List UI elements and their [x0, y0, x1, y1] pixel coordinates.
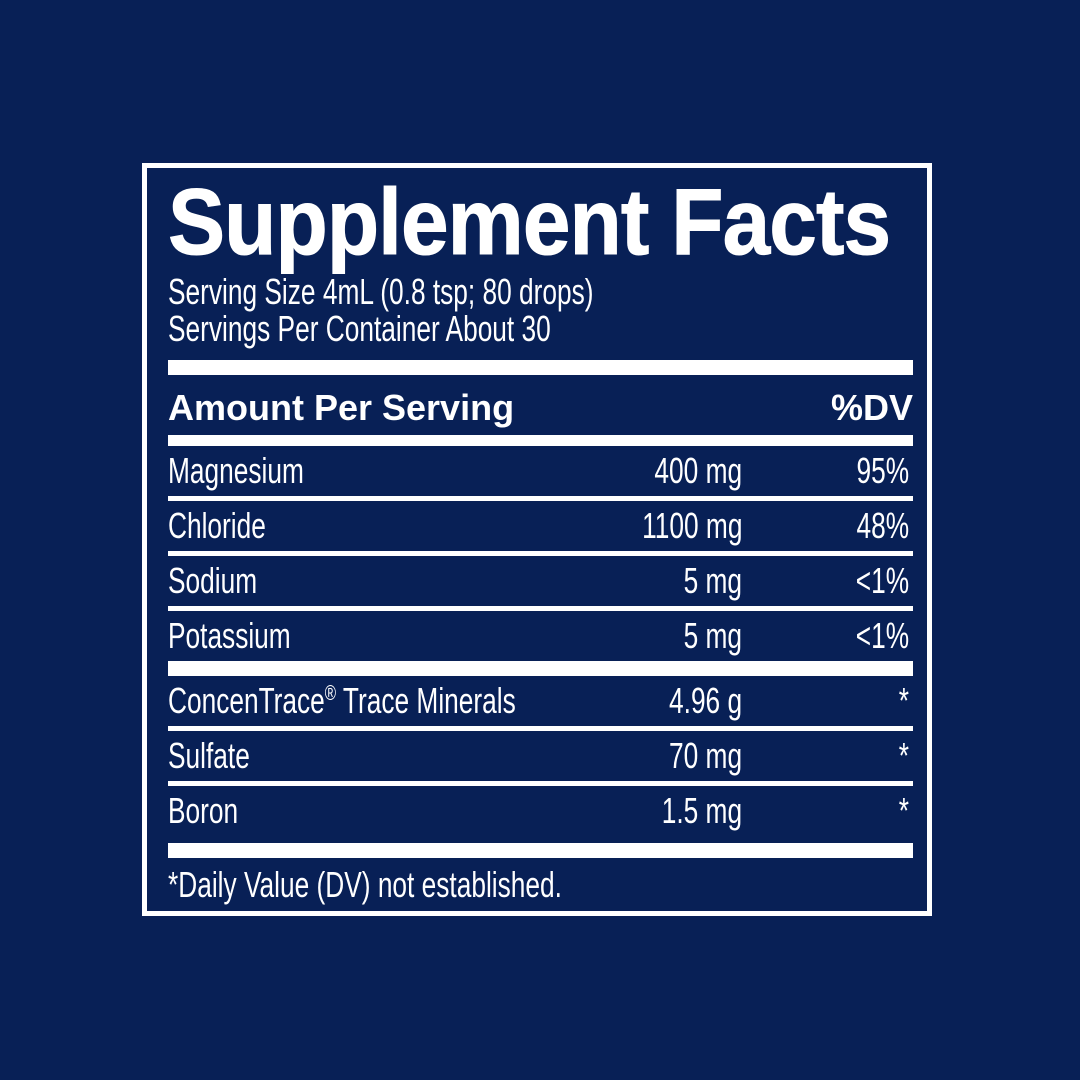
nutrient-amount: 5 mg [683, 615, 742, 656]
nutrient-dv-cell: 48% [837, 501, 909, 551]
daily-value-footnote-text: *Daily Value (DV) not established. [168, 864, 562, 905]
nutrient-name: Chloride [168, 505, 266, 546]
row-sulfate: Sulfate 70 mg * [168, 731, 913, 786]
nutrient-amount-cell: 5 mg [662, 611, 742, 661]
nutrient-dv-cell: 95% [837, 446, 909, 496]
page-title-text: Supplement Facts [168, 169, 892, 274]
daily-value-footnote: *Daily Value (DV) not established. [168, 865, 913, 905]
nutrient-section-main: Magnesium 400 mg 95% Chloride 1100 mg 48… [168, 446, 913, 661]
row-chloride: Chloride 1100 mg 48% [168, 501, 913, 556]
separator-bar-bottom [168, 843, 913, 858]
table-header: Amount Per Serving %DV [168, 387, 913, 428]
serving-size-line: Serving Size 4mL (0.8 tsp; 80 drops) [168, 273, 913, 310]
separator-bar-top [168, 360, 913, 375]
nutrient-name-cell: Potassium [168, 611, 336, 661]
nutrient-name: Boron [168, 790, 239, 831]
nutrient-amount: 5 mg [683, 560, 742, 601]
servings-per-container-text: Servings Per Container About 30 [168, 308, 551, 349]
nutrient-name: Sulfate [168, 735, 250, 776]
nutrient-dv-cell: <1% [836, 611, 909, 661]
nutrient-amount-cell: 5 mg [662, 556, 742, 606]
nutrient-name-cell: Magnesium [168, 446, 354, 496]
separator-bar-header [168, 435, 913, 446]
nutrient-dv-cell: * [895, 676, 909, 726]
nutrient-dv: <1% [855, 560, 909, 601]
servings-per-container-line: Servings Per Container About 30 [168, 310, 913, 347]
panel-content: Supplement Facts Serving Size 4mL (0.8 t… [168, 169, 913, 905]
row-concentrace: ConcenTrace® Trace Minerals 4.96 g * [168, 676, 913, 731]
nutrient-name-cell: Chloride [168, 501, 302, 551]
nutrient-amount-cell: 70 mg [642, 731, 742, 781]
amount-per-serving-header: Amount Per Serving [168, 387, 515, 428]
nutrient-name-cell: ConcenTrace® Trace Minerals [168, 676, 644, 726]
nutrient-amount: 1.5 mg [661, 790, 742, 831]
nutrient-amount-cell: 1.5 mg [632, 786, 742, 836]
nutrient-dv-cell: * [895, 731, 909, 781]
nutrient-dv: <1% [855, 615, 909, 656]
nutrient-amount-cell: 4.96 g [642, 676, 742, 726]
nutrient-amount: 70 mg [668, 735, 742, 776]
nutrient-amount-cell: 1100 mg [605, 501, 742, 551]
nutrient-dv: * [898, 790, 909, 831]
row-sodium: Sodium 5 mg <1% [168, 556, 913, 611]
nutrient-name: Magnesium [168, 450, 304, 491]
nutrient-section-trace: ConcenTrace® Trace Minerals 4.96 g * Sul… [168, 676, 913, 836]
nutrient-name-cell: Sulfate [168, 731, 280, 781]
nutrient-name-cell: Sodium [168, 556, 290, 606]
nutrient-dv-cell: <1% [836, 556, 909, 606]
nutrient-dv: 95% [856, 450, 909, 491]
nutrient-amount: 400 mg [654, 450, 742, 491]
row-magnesium: Magnesium 400 mg 95% [168, 446, 913, 501]
separator-bar-middle [168, 661, 913, 676]
serving-size-text: Serving Size 4mL (0.8 tsp; 80 drops) [168, 271, 594, 312]
nutrient-amount: 4.96 g [668, 680, 742, 721]
row-potassium: Potassium 5 mg <1% [168, 611, 913, 661]
nutrient-name: Potassium [168, 615, 291, 656]
dv-header: %DV [830, 387, 913, 428]
nutrient-dv: * [898, 735, 909, 776]
nutrient-dv: 48% [856, 505, 909, 546]
registered-trademark-icon: ® [324, 682, 337, 705]
nutrient-name: Sodium [168, 560, 258, 601]
serving-info: Serving Size 4mL (0.8 tsp; 80 drops) Ser… [168, 273, 913, 347]
nutrient-name-cell: Boron [168, 786, 264, 836]
nutrient-dv: * [898, 680, 909, 721]
nutrient-dv-cell: * [895, 786, 909, 836]
row-boron: Boron 1.5 mg * [168, 786, 913, 836]
page-title: Supplement Facts [168, 169, 913, 274]
nutrient-name: ConcenTrace [168, 680, 325, 721]
nutrient-amount-cell: 400 mg [622, 446, 742, 496]
supplement-facts-panel: Supplement Facts Serving Size 4mL (0.8 t… [142, 163, 932, 916]
nutrient-name-rest: Trace Minerals [336, 680, 516, 721]
nutrient-amount: 1100 mg [641, 505, 742, 546]
